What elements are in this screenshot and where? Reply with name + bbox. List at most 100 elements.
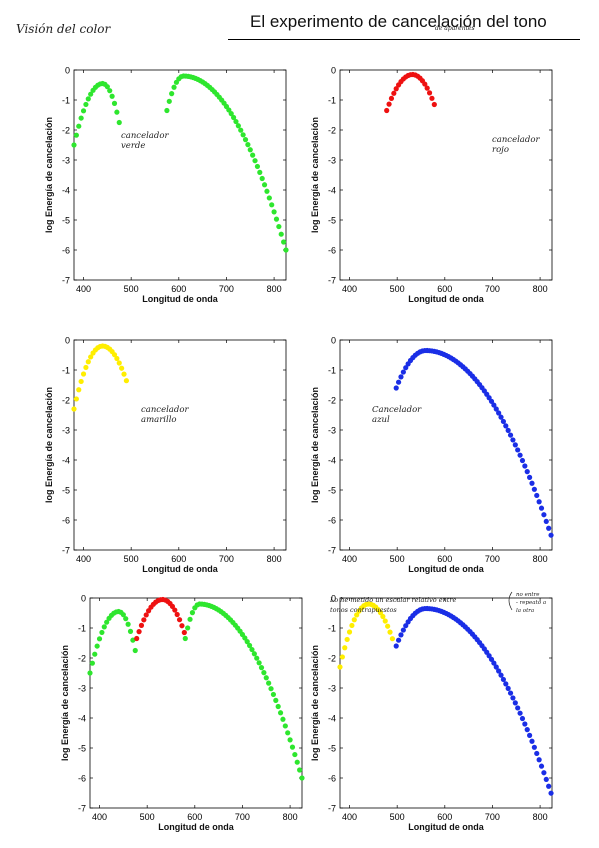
- data-point: [349, 622, 355, 629]
- data-point: [259, 175, 265, 182]
- x-tick-label: 600: [171, 554, 186, 564]
- data-point: [536, 757, 542, 763]
- y-tick-label: -4: [62, 186, 70, 196]
- handwritten-annotation: cancelador: [492, 135, 540, 145]
- data-point: [174, 611, 180, 618]
- data-point: [387, 629, 393, 635]
- y-tick-label: -7: [328, 276, 336, 286]
- data-point: [498, 672, 504, 678]
- handwritten-side-note: - repeato a: [516, 600, 546, 606]
- data-point: [80, 371, 87, 377]
- data-point: [498, 414, 504, 420]
- data-point: [123, 378, 130, 384]
- data-point: [71, 142, 77, 148]
- data-point: [226, 107, 232, 113]
- data-point: [388, 95, 395, 102]
- handwritten-annotation: rojo: [492, 145, 509, 155]
- y-tick-label: -5: [328, 744, 336, 754]
- data-point: [538, 505, 545, 511]
- data-point: [125, 621, 131, 627]
- data-point: [389, 636, 396, 642]
- x-tick-label: 400: [342, 554, 357, 564]
- data-point: [541, 512, 547, 518]
- data-point: [85, 96, 91, 102]
- data-point: [393, 385, 399, 391]
- handwritten-annotation: Lo he metido un escalar relativo entre: [329, 596, 457, 604]
- data-point: [277, 710, 284, 716]
- data-point: [266, 680, 272, 686]
- y-tick-label: -4: [328, 456, 336, 466]
- data-point: [233, 118, 239, 125]
- data-point: [522, 463, 528, 469]
- data-point: [519, 715, 526, 722]
- data-point: [257, 169, 263, 175]
- data-point: [171, 84, 177, 90]
- data-point: [166, 98, 172, 104]
- data-point: [127, 628, 134, 634]
- x-tick-label: 400: [76, 554, 91, 564]
- x-tick-label: 400: [342, 812, 357, 822]
- data-point: [78, 115, 84, 121]
- y-tick-label: -2: [62, 126, 70, 136]
- y-tick-label: -1: [62, 366, 70, 376]
- chart-yellow-blue-combined: 0 -1 -2 -3 -4 -5 -6 -7 400 500 600 700 800 Longitud d…: [310, 591, 554, 832]
- y-tick-label: -6: [328, 516, 336, 526]
- data-point: [116, 360, 122, 366]
- data-point: [491, 402, 497, 408]
- plot-frame: [339, 597, 553, 809]
- y-tick-label: -7: [328, 546, 336, 556]
- data-point: [96, 636, 103, 642]
- x-axis-label: Longitud de onda: [158, 822, 234, 832]
- y-tick-label: -1: [62, 96, 70, 106]
- data-point: [505, 427, 511, 434]
- x-tick-label: 600: [437, 284, 452, 294]
- data-point: [512, 442, 518, 448]
- data-point: [172, 607, 178, 613]
- x-tick-label: 800: [283, 812, 298, 822]
- data-point: [273, 216, 280, 222]
- data-point: [500, 676, 507, 683]
- x-tick-label: 500: [390, 812, 405, 822]
- data-point: [258, 665, 265, 671]
- handwritten-annotation: amarillo: [141, 415, 177, 425]
- data-point: [73, 132, 79, 138]
- y-tick-label: -7: [62, 546, 70, 556]
- data-point: [510, 437, 516, 443]
- brace-mark: [508, 591, 513, 611]
- data-point: [491, 660, 497, 666]
- x-tick-label: 600: [171, 284, 186, 294]
- data-point: [251, 651, 257, 657]
- data-point: [176, 617, 183, 623]
- data-point: [515, 705, 521, 711]
- data-point: [505, 685, 511, 692]
- y-tick-label: -2: [328, 126, 336, 136]
- x-tick-label: 400: [76, 284, 91, 294]
- data-point: [346, 629, 353, 635]
- data-point: [500, 418, 507, 425]
- x-axis-label: Longitud de onda: [408, 564, 484, 574]
- data-point: [493, 664, 499, 670]
- data-point: [256, 660, 262, 666]
- data-point: [169, 603, 176, 609]
- data-point: [294, 759, 300, 765]
- y-tick-label: -5: [62, 486, 70, 496]
- data-point: [187, 616, 193, 622]
- data-point: [134, 635, 140, 642]
- data-point: [515, 447, 521, 453]
- data-point: [280, 716, 286, 722]
- data-point: [275, 703, 281, 710]
- y-tick-label: -6: [62, 516, 70, 526]
- y-tick-label: -4: [62, 456, 70, 466]
- data-point: [185, 625, 191, 631]
- data-point: [536, 499, 542, 505]
- data-point: [281, 239, 287, 245]
- data-point: [403, 623, 409, 629]
- data-point: [426, 90, 433, 96]
- data-point: [80, 108, 87, 114]
- y-tick-label: -2: [328, 396, 336, 406]
- data-point: [512, 700, 518, 706]
- handwritten-annotation: azul: [372, 415, 390, 425]
- data-point: [269, 202, 275, 208]
- x-tick-label: 700: [485, 554, 500, 564]
- chart-green-canceller: 0 -1 -2 -3 -4 -5 -6 -7 400 500 600 700 800 Longitud d…: [44, 66, 289, 304]
